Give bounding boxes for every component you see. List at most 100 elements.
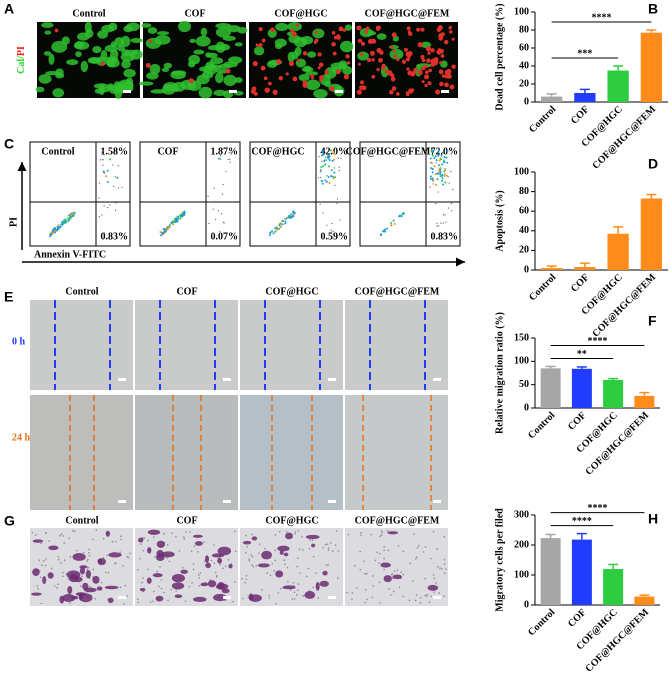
pore [261,588,263,591]
pore [297,529,300,532]
cell [285,532,293,540]
pore [443,558,446,561]
pore [432,574,435,576]
event [103,172,106,174]
dead-cell [365,26,370,30]
dead-cell [276,59,282,65]
pore [62,571,64,574]
event [106,180,109,183]
cell [307,51,317,58]
dead-cell [359,52,364,57]
pore [120,535,122,537]
pore [380,534,383,536]
x-tick-label: COF [569,104,592,127]
pore [190,550,193,553]
event [435,203,437,205]
dead-cell [436,27,442,33]
pore [72,529,74,532]
dead-cell [407,55,411,59]
pore [409,562,412,565]
pore [438,592,440,594]
pore [371,596,374,599]
flow-title: Control [41,146,74,157]
x-tick-label: COF [569,272,592,295]
cell [313,88,328,99]
event [332,150,335,153]
cell [149,63,161,75]
event [177,217,180,220]
pore [247,594,250,597]
cell [155,553,165,562]
cell [79,566,86,575]
pore [57,558,60,561]
dead-cell [386,70,392,76]
dead-cell [381,63,386,68]
pore [234,530,236,533]
dead-cell [318,62,324,68]
event [431,171,434,174]
cell [156,31,170,36]
wound-image [135,395,238,510]
pore [414,599,417,602]
pore [61,575,64,578]
pore [274,549,277,552]
pore [92,538,94,541]
event [56,225,59,228]
flow-plot [359,141,461,247]
transwell-image [135,528,238,606]
wound-image [345,395,448,510]
y-tick-label: 0 [524,96,529,107]
event [434,155,437,158]
event [176,215,179,218]
pore [193,545,196,548]
image-title: COF@HGC@FEM [365,8,450,19]
event [432,179,435,182]
pore [127,556,130,559]
event [66,217,69,220]
cell [283,552,289,557]
pore [445,568,447,570]
pore [159,565,161,568]
pore [365,572,368,575]
event [217,157,220,160]
cell [96,586,103,591]
cell [234,42,243,47]
pore [120,538,122,541]
event [333,167,335,169]
pore [327,547,330,549]
pore [436,548,439,550]
dead-cell [443,39,449,45]
stain-pi: PI [16,46,27,56]
pore [293,598,296,600]
pore [59,534,61,537]
y-tick-label: 100 [514,569,529,580]
cell [104,44,118,53]
significance-label: *** [577,48,592,59]
pore [196,551,199,553]
cell [204,555,210,563]
pore [154,555,156,558]
cell [228,56,243,64]
cell [51,40,68,53]
event [226,233,228,235]
y-tick-label: 80 [519,24,529,35]
dead-cell [417,42,423,48]
cell [274,43,283,50]
pore [257,552,260,555]
pore [81,575,84,577]
event [175,218,178,221]
pore [62,535,65,537]
pore [171,532,173,534]
pore [73,530,76,533]
event [441,163,444,166]
event [328,158,331,161]
dead-cell [428,68,432,73]
event [55,229,58,232]
cell [221,588,230,594]
cell [192,534,203,538]
event [390,224,393,227]
cell [217,582,225,589]
event [429,175,432,178]
event [442,183,445,186]
scale-bar [441,90,449,93]
